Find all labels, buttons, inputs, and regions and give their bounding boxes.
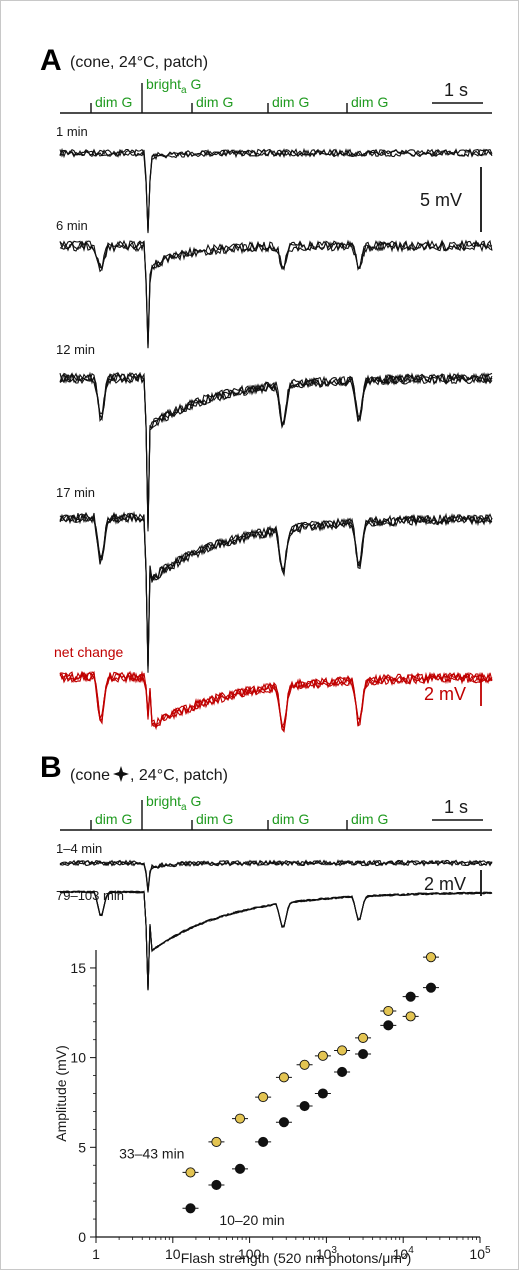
trace-net-change	[59, 670, 493, 733]
cone-star-icon	[113, 766, 129, 782]
x-tick-label: 104	[393, 1245, 415, 1262]
trace-label-79-103min: 79–103 min	[56, 888, 124, 903]
data-point	[337, 1066, 348, 1078]
trace-label-6min: 6 min	[56, 218, 88, 233]
data-point	[211, 1179, 222, 1191]
x-tick-label: 103	[316, 1245, 338, 1262]
panel-b-dim-g-3: dim G	[272, 811, 309, 827]
data-point	[234, 1113, 246, 1124]
x-tick-label: 10	[165, 1246, 181, 1262]
y-axis-label: Amplitude (mV)	[53, 1045, 69, 1141]
panel-a-net-scale-label: 2 mV	[424, 684, 466, 704]
data-point	[405, 1011, 416, 1022]
panel-b-letter: B	[40, 751, 62, 784]
trace-label-17min: 17 min	[56, 485, 95, 500]
data-point	[337, 1045, 348, 1056]
panel-b-traces	[59, 859, 493, 991]
data-point	[317, 1050, 328, 1061]
amplitude-vs-flash-chart: 1 10 100 103 104 105 0 5 10 15 Flash strength (520…	[53, 950, 491, 1266]
data-point	[278, 1117, 289, 1128]
y-tick-label: 5	[78, 1139, 86, 1155]
panel-b-condition-rest: , 24°C, patch)	[130, 767, 228, 784]
panel-a-dim-g-4: dim G	[351, 94, 388, 110]
x-tick-label: 105	[469, 1245, 491, 1262]
panel-a-bright-g: brighta G	[146, 76, 201, 96]
panel-a-traces	[59, 147, 493, 733]
data-point	[425, 952, 437, 963]
data-point	[258, 1092, 269, 1103]
data-point	[317, 1088, 328, 1099]
panel-a-letter: A	[40, 44, 62, 77]
trace-1min	[59, 147, 493, 234]
trace-12min	[59, 371, 493, 532]
x-axis-label: Flash strength (520 nm photons/μm²)	[181, 1250, 412, 1266]
data-point	[357, 1032, 369, 1043]
panel-b-dim-g-2: dim G	[196, 811, 233, 827]
data-point	[278, 1072, 289, 1083]
trace-label-1-4min: 1–4 min	[56, 841, 102, 856]
trace-label-net-change: net change	[54, 644, 123, 660]
trace-label-12min: 12 min	[56, 342, 95, 357]
panel-a-condition: (cone, 24°C, patch)	[70, 54, 208, 71]
panel-b-dim-g-4: dim G	[351, 811, 388, 827]
data-point	[234, 1163, 246, 1174]
series-label: 10–20 min	[219, 1212, 284, 1228]
data-point	[185, 1167, 196, 1178]
series-label: 33–43 min	[119, 1145, 184, 1161]
panel-b-volt-scale-label: 2 mV	[424, 874, 466, 894]
y-tick-label: 0	[78, 1229, 86, 1245]
panel-b-dim-g-1: dim G	[95, 811, 132, 827]
data-point	[211, 1136, 222, 1147]
data-point	[383, 1005, 394, 1017]
trace-17min	[59, 510, 493, 673]
data-point	[299, 1059, 310, 1070]
data-point	[425, 982, 437, 993]
series-early: 10–20 min	[182, 982, 439, 1228]
panel-a-dim-g-1: dim G	[95, 94, 132, 110]
x-tick-label: 100	[238, 1246, 262, 1262]
panel-a-stimulus-line	[60, 83, 492, 114]
panel-b-time-scale-label: 1 s	[444, 797, 468, 817]
x-tick-label: 1	[92, 1246, 100, 1262]
data-point	[383, 1020, 394, 1031]
panel-a-dim-g-3: dim G	[272, 94, 309, 110]
panel-b-bright-g: brighta G	[146, 793, 201, 813]
panel-a-time-scale-label: 1 s	[444, 80, 468, 100]
panel-a-volt-scale-label: 5 mV	[420, 190, 462, 210]
panel-b-stimulus-line	[60, 800, 492, 831]
y-tick-label: 15	[70, 960, 86, 976]
data-point	[185, 1203, 196, 1214]
trace-1-4min	[59, 859, 493, 893]
series-late: 33–43 min	[119, 952, 439, 1178]
data-point	[299, 1101, 310, 1112]
data-point	[357, 1048, 369, 1060]
trace-79-103min	[59, 890, 493, 991]
y-tick-label: 10	[70, 1050, 86, 1066]
data-point	[258, 1136, 269, 1147]
panel-a-dim-g-2: dim G	[196, 94, 233, 110]
trace-6min	[59, 239, 493, 349]
data-point	[405, 991, 416, 1002]
trace-label-1min: 1 min	[56, 124, 88, 139]
panel-b-condition: (cone	[70, 767, 110, 784]
